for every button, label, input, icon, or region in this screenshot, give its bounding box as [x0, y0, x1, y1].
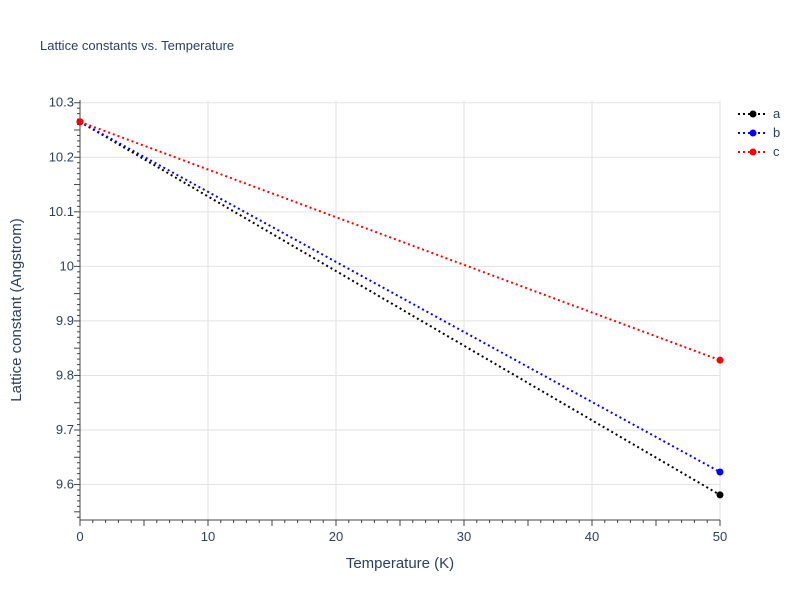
x-tick-label: 10 [201, 529, 215, 544]
data-point-c [716, 356, 724, 364]
x-tick-label: 50 [713, 529, 727, 544]
series-line-c [79, 120, 721, 362]
series-line-b [79, 120, 721, 473]
x-tick-label: 30 [457, 529, 471, 544]
legend-item-a[interactable]: a [738, 106, 781, 121]
legend-item-c[interactable]: c [738, 144, 780, 159]
legend[interactable]: abc [738, 106, 781, 159]
chart-title: Lattice constants vs. Temperature [40, 38, 234, 53]
y-tick-label: 9.9 [56, 313, 74, 328]
legend-label: b [773, 125, 780, 140]
axes [74, 100, 721, 526]
x-tick-label: 0 [76, 529, 83, 544]
y-tick-label: 10.2 [49, 149, 74, 164]
y-tick-label: 10.1 [49, 204, 74, 219]
x-axis-title: Temperature (K) [346, 555, 454, 572]
data-point-c [76, 118, 84, 126]
x-tick-labels: 0 10 20 30 40 50 [76, 529, 727, 544]
y-tick-labels: 9.6 9.7 9.8 9.9 10 10.1 10.2 10.3 [49, 95, 74, 492]
legend-label: c [773, 144, 780, 159]
legend-marker [749, 129, 757, 137]
x-tick-label: 40 [585, 529, 599, 544]
y-tick-label: 9.6 [56, 477, 74, 492]
x-tick-label: 20 [329, 529, 343, 544]
legend-item-b[interactable]: b [738, 125, 780, 140]
y-axis-title: Lattice constant (Angstrom) [8, 218, 25, 401]
y-tick-label: 10 [60, 258, 74, 273]
y-tick-label: 9.7 [56, 422, 74, 437]
y-tick-label: 10.3 [49, 95, 74, 110]
legend-label: a [773, 106, 781, 121]
series-line-a [79, 120, 721, 496]
legend-marker [749, 110, 757, 118]
y-tick-label: 9.8 [56, 367, 74, 382]
grid [80, 100, 721, 520]
data-point-a [716, 491, 724, 499]
series-lines [76, 118, 724, 499]
data-point-b [716, 468, 724, 476]
legend-marker [749, 148, 757, 156]
